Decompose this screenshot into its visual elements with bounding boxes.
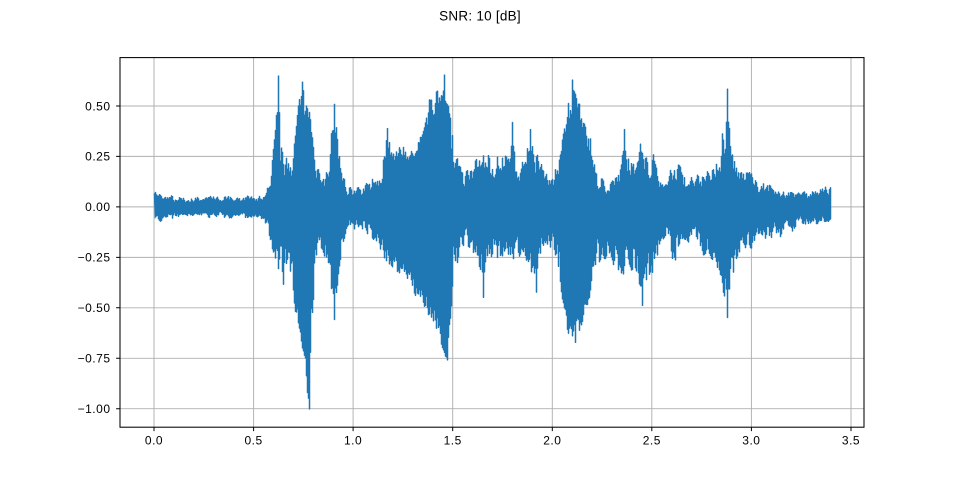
svg-text:SNR: 10 [dB]: SNR: 10 [dB] [439, 9, 521, 24]
svg-text:0.0: 0.0 [145, 434, 163, 448]
svg-text:0.50: 0.50 [85, 99, 110, 113]
svg-text:−1.00: −1.00 [78, 402, 111, 416]
svg-text:0.00: 0.00 [85, 200, 110, 214]
svg-text:0.25: 0.25 [85, 150, 110, 164]
svg-text:3.0: 3.0 [742, 434, 760, 448]
svg-text:1.0: 1.0 [344, 434, 362, 448]
svg-text:1.5: 1.5 [444, 434, 462, 448]
svg-text:0.5: 0.5 [245, 434, 263, 448]
svg-text:−0.25: −0.25 [78, 251, 111, 265]
svg-text:−0.50: −0.50 [78, 301, 111, 315]
svg-text:−0.75: −0.75 [78, 352, 111, 366]
svg-text:3.5: 3.5 [842, 434, 860, 448]
svg-text:2.5: 2.5 [643, 434, 661, 448]
svg-text:2.0: 2.0 [543, 434, 561, 448]
